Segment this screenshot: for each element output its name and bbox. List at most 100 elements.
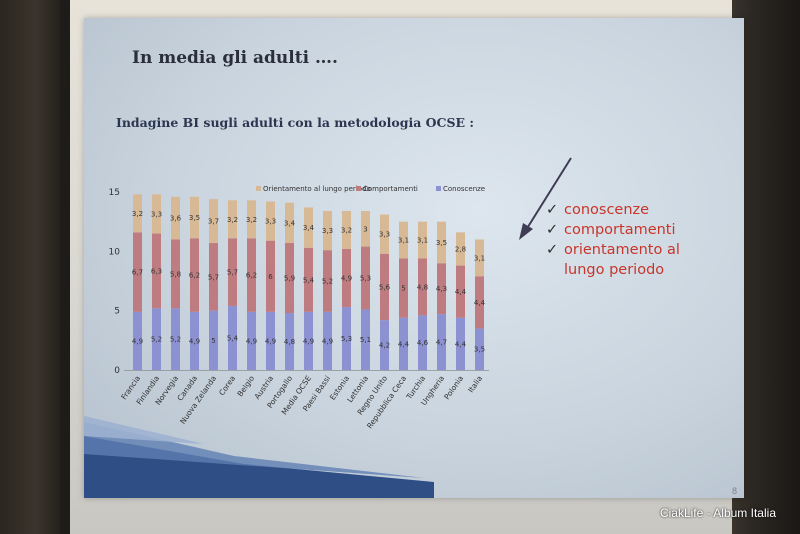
- data-label: 4,4: [474, 299, 486, 307]
- stacked-bar-chart: 0510154,96,73,2Francia5,26,33,3Finlandia…: [109, 185, 489, 430]
- bar-segment: [323, 250, 332, 312]
- data-label: 5,3: [360, 275, 371, 283]
- data-label: 5,2: [322, 278, 333, 286]
- data-label: 4,3: [436, 285, 447, 293]
- data-label: 3,1: [474, 254, 485, 262]
- data-label: 4,9: [246, 337, 257, 345]
- bar-segment: [399, 317, 408, 370]
- bullet-list: ✓ conoscenze ✓ comportamenti ✓ orientame…: [546, 200, 714, 280]
- data-label: 3,3: [379, 231, 390, 239]
- bullet-item: ✓ comportamenti: [546, 220, 714, 240]
- bar-segment: [171, 196, 180, 240]
- bar-segment: [209, 243, 218, 311]
- data-label: 6: [268, 273, 273, 281]
- bar-segment: [266, 311, 275, 370]
- bar-segment: [475, 276, 484, 329]
- data-label: 3,3: [265, 218, 276, 226]
- check-icon: ✓: [546, 222, 559, 238]
- bar-segment: [285, 313, 294, 370]
- bar-segment: [361, 309, 370, 370]
- data-label: 4,9: [341, 275, 352, 283]
- x-tick-label: Polonia: [442, 374, 465, 401]
- data-label: 3,4: [303, 224, 315, 232]
- bar-segment: [190, 196, 199, 239]
- bar-segment: [437, 263, 446, 315]
- bar-segment: [228, 305, 237, 370]
- data-label: 4,8: [284, 338, 295, 346]
- data-label: 5,3: [341, 335, 352, 343]
- bar-segment: [285, 243, 294, 314]
- slide-decoration: [84, 416, 434, 498]
- bullet-text: orientamento al lungo periodo: [564, 242, 680, 278]
- data-label: 3,5: [436, 239, 447, 247]
- data-label: 2,8: [455, 245, 466, 253]
- data-label: 5,8: [170, 270, 181, 278]
- bar-segment: [437, 221, 446, 264]
- bar-segment: [456, 317, 465, 370]
- data-label: 4,9: [265, 337, 276, 345]
- data-label: 6,2: [189, 272, 200, 280]
- data-label: 4,4: [455, 340, 467, 348]
- data-label: 3,7: [208, 218, 219, 226]
- bar-segment: [133, 232, 142, 312]
- arrow-down-left-icon: [519, 157, 572, 240]
- bar-segment: [266, 201, 275, 241]
- data-label: 3,4: [284, 219, 296, 227]
- bar-segment: [437, 314, 446, 370]
- slide-subtitle: Indagine BI sugli adulti con la metodolo…: [116, 115, 475, 130]
- bullet-item: ✓ conoscenze: [546, 200, 714, 220]
- data-label: 5,4: [227, 334, 239, 342]
- data-label: 5,6: [379, 283, 391, 291]
- bar-segment: [190, 238, 199, 312]
- data-label: 5,9: [284, 275, 295, 283]
- slide-title: In media gli adulti ….: [132, 48, 338, 68]
- data-label: 4,4: [398, 340, 410, 348]
- data-label: 6,2: [246, 272, 257, 280]
- bar-segment: [399, 258, 408, 318]
- data-label: 4,9: [132, 337, 143, 345]
- bar-segment: [342, 307, 351, 370]
- check-icon: ✓: [546, 202, 559, 218]
- legend-label: Comportamenti: [363, 185, 418, 193]
- bar-segment: [361, 246, 370, 310]
- x-tick-label: Corea: [217, 374, 237, 397]
- bar-segment: [342, 210, 351, 249]
- legend-swatch: [256, 186, 261, 191]
- bullet-item: ✓ orientamento al lungo periodo: [546, 240, 714, 280]
- bar-segment: [228, 200, 237, 239]
- data-label: 4,6: [417, 339, 429, 347]
- slide-number: 8: [732, 486, 738, 496]
- bar-segment: [361, 210, 370, 247]
- bar-segment: [380, 320, 389, 370]
- data-label: 5,4: [303, 276, 315, 284]
- data-label: 4,9: [303, 337, 314, 345]
- data-label: 4,2: [379, 342, 390, 350]
- data-label: 3,5: [474, 346, 485, 354]
- data-label: 3,2: [246, 216, 257, 224]
- data-label: 5,2: [170, 336, 181, 344]
- bar-segment: [304, 207, 313, 248]
- data-label: 4,9: [322, 337, 333, 345]
- legend-label: Orientamento al lungo periodo: [263, 185, 371, 193]
- bar-segment: [418, 221, 427, 259]
- bar-segment: [266, 240, 275, 312]
- bar-segment: [247, 200, 256, 239]
- bar-segment: [247, 238, 256, 312]
- data-label: 5,2: [151, 336, 162, 344]
- data-label: 3,1: [417, 237, 428, 245]
- bar-segment: [133, 194, 142, 233]
- bar-segment: [380, 253, 389, 321]
- bullet-text: conoscenze: [564, 202, 650, 218]
- bar-segment: [209, 199, 218, 244]
- y-tick-label: 15: [109, 188, 120, 198]
- data-label: 3,2: [227, 216, 238, 224]
- bar-segment: [171, 239, 180, 309]
- bar-segment: [418, 315, 427, 370]
- data-label: 6,7: [132, 269, 143, 277]
- data-label: 6,3: [151, 267, 162, 275]
- watermark: CiakLife - Album Italia: [659, 506, 776, 520]
- bar-segment: [456, 232, 465, 266]
- data-label: 3,1: [398, 237, 409, 245]
- data-label: 4,4: [455, 288, 467, 296]
- bar-segment: [475, 239, 484, 277]
